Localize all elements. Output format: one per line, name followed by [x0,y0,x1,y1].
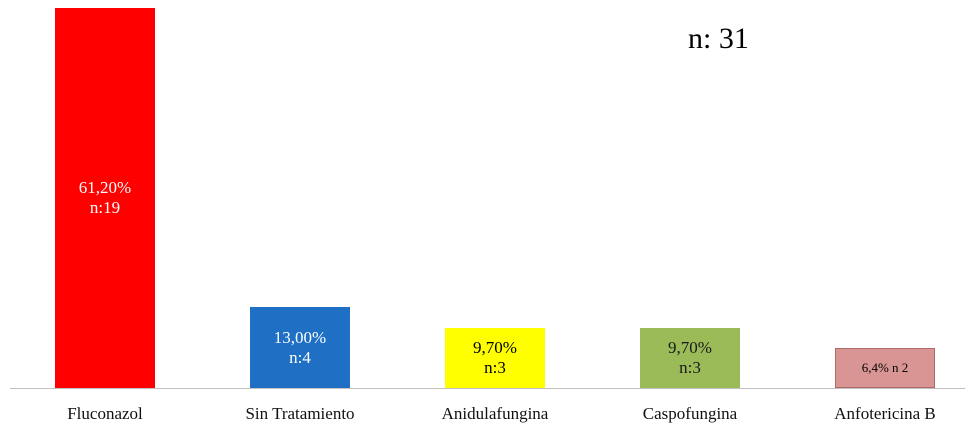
axis-line [10,388,965,389]
data-label: 6,4% n 2 [861,360,909,376]
x-tick-label: Fluconazol [67,404,143,423]
x-tick-label: Anidulafungina [441,404,549,423]
x-tick-label: Anfotericina B [834,404,936,423]
bar [250,307,350,388]
data-label: 9,70% n:3 [668,337,712,377]
bar [835,348,935,388]
annotation: n: 31 [688,22,749,55]
data-label: 9,70% n:3 [473,337,517,377]
data-label: 13,00% n:4 [273,327,327,367]
bar [445,327,545,388]
x-tick-label: Caspofungina [642,404,738,423]
data-label: 61,20% n:19 [78,178,132,217]
bar [55,8,155,388]
x-tick-label: Sin Tratamiento [245,404,355,423]
bar [640,327,740,388]
